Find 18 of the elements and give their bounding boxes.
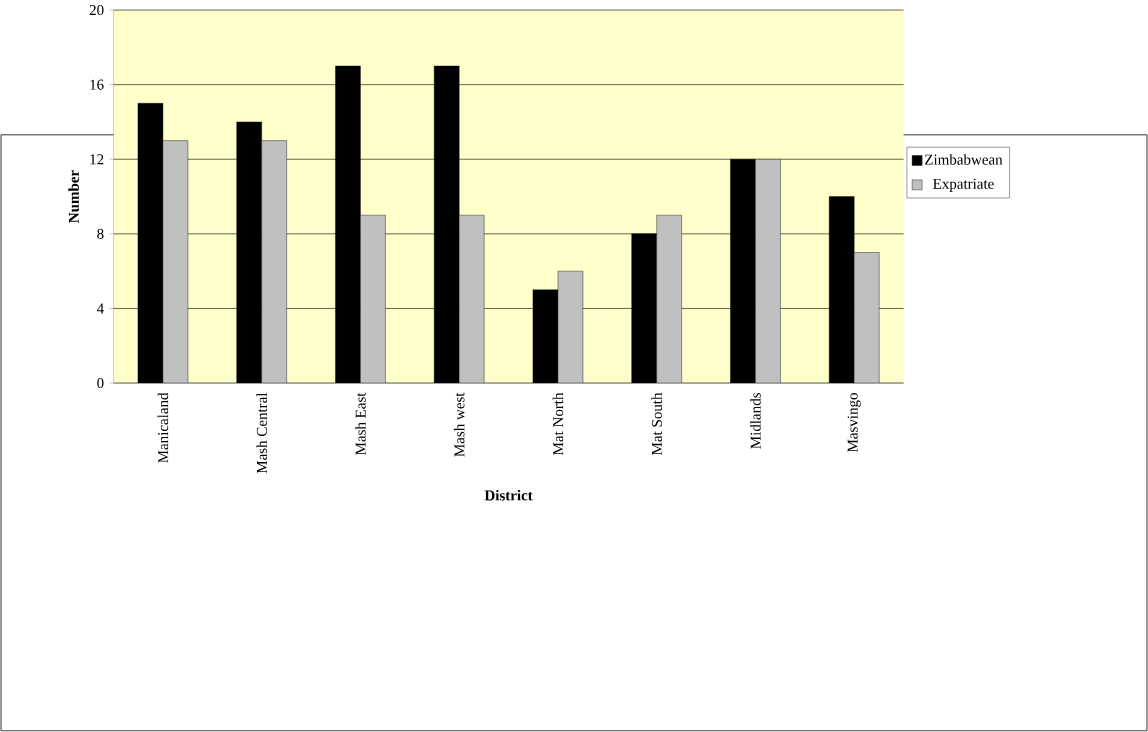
x-tick-label: Mat South bbox=[651, 392, 662, 456]
x-axis-title: District bbox=[484, 490, 533, 501]
y-tick-label: 0 bbox=[97, 378, 104, 389]
legend-label: Expatriate bbox=[933, 178, 994, 192]
y-tick-label: 4 bbox=[96, 303, 104, 314]
y-tick-label: 8 bbox=[97, 228, 104, 240]
y-axis-title: Number bbox=[68, 170, 79, 224]
x-tick-label: Manicaland bbox=[157, 392, 169, 463]
x-tick-label: Midlands bbox=[750, 393, 761, 449]
legend-label: Zimbabwean bbox=[925, 154, 1003, 165]
y-tick-label: 16 bbox=[90, 79, 104, 90]
x-tick-label: Mash west bbox=[453, 392, 465, 457]
y-tick-label: 12 bbox=[90, 154, 104, 165]
x-tick-label: Mash East bbox=[355, 392, 366, 456]
x-tick-label: Mash Central bbox=[256, 392, 267, 474]
x-tick-label: Mat North bbox=[552, 392, 564, 456]
y-tick-label: 20 bbox=[89, 5, 104, 16]
x-tick-label: Masvingo bbox=[847, 393, 861, 453]
